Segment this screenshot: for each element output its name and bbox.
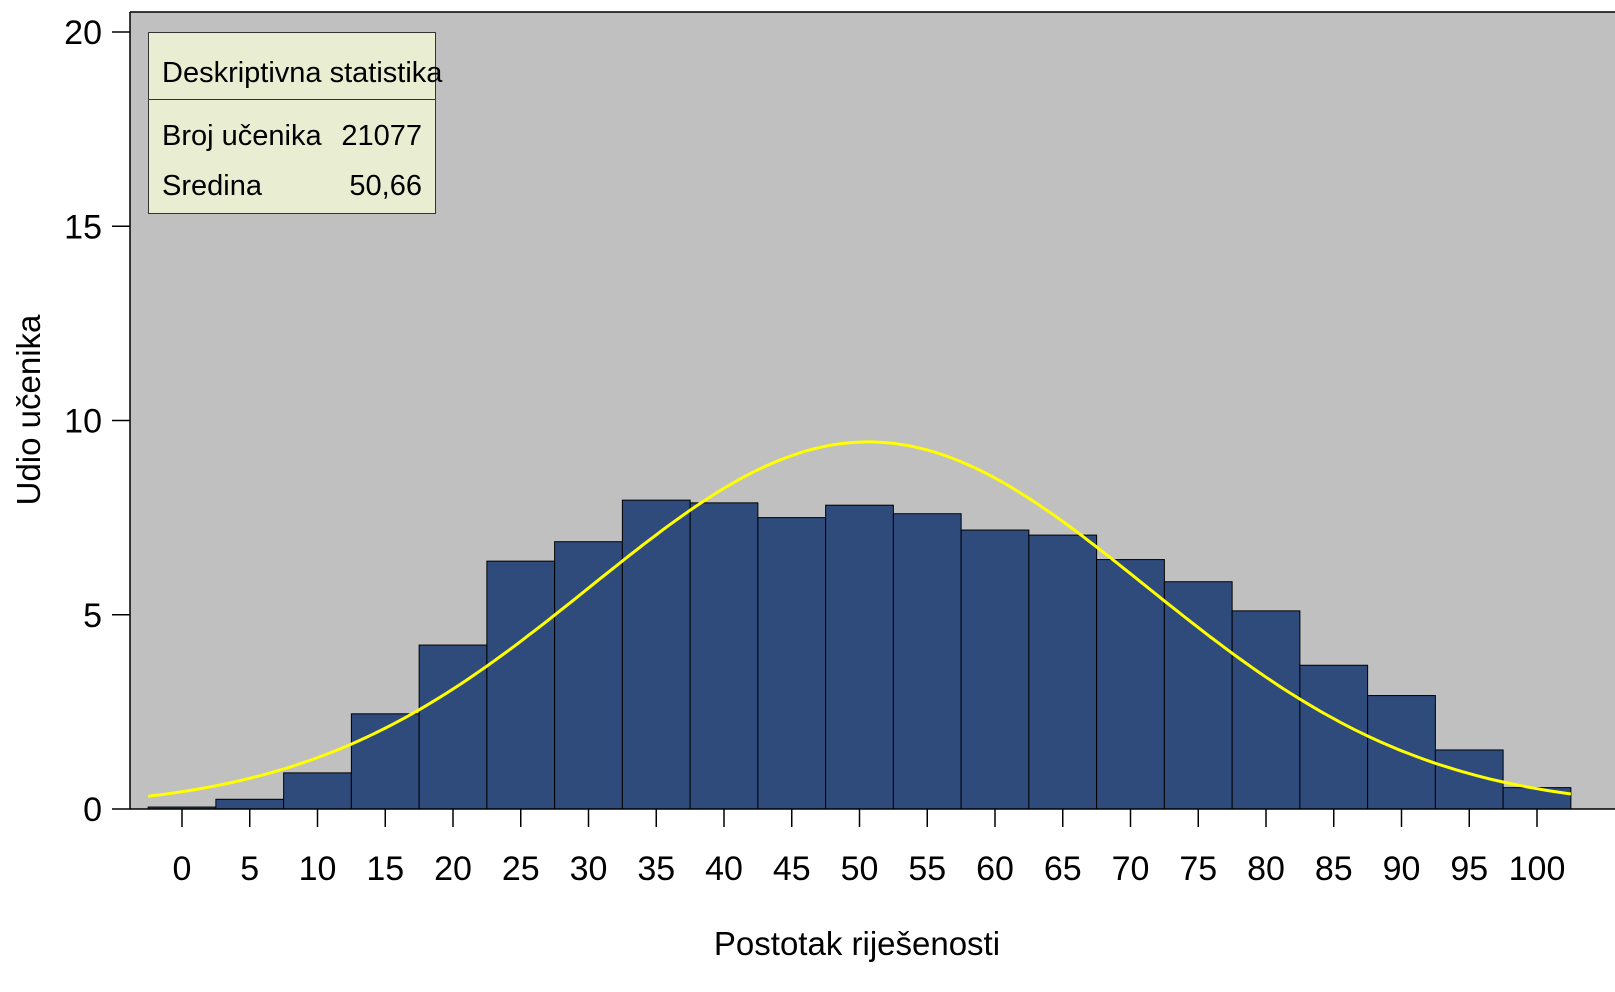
x-tick-label-75: 75 <box>1179 850 1217 888</box>
x-tick-label-90: 90 <box>1383 850 1421 888</box>
bar-25 <box>486 560 556 810</box>
x-tick-label-55: 55 <box>908 850 946 888</box>
x-tick-label-0: 0 <box>173 850 192 888</box>
x-tick-label-100: 100 <box>1509 850 1566 888</box>
bar-75 <box>1163 581 1233 810</box>
stats-label-mean: Sredina <box>162 170 262 202</box>
bar-65 <box>1028 534 1098 810</box>
bar-80 <box>1231 610 1301 810</box>
x-tick-label-50: 50 <box>841 850 879 888</box>
x-tick-label-80: 80 <box>1247 850 1285 888</box>
bar-100 <box>1502 787 1572 810</box>
x-tick-label-65: 65 <box>1044 850 1082 888</box>
bar-45 <box>757 517 827 810</box>
bar-40 <box>689 502 759 810</box>
y-axis-title: Udio učenika <box>10 314 47 505</box>
bar-85 <box>1299 664 1369 810</box>
bar-20 <box>418 644 488 810</box>
x-tick-label-5: 5 <box>240 850 259 888</box>
x-tick-label-35: 35 <box>637 850 675 888</box>
bar-60 <box>960 529 1030 810</box>
x-tick-label-60: 60 <box>976 850 1014 888</box>
bar-70 <box>1096 559 1165 810</box>
y-tick-label-15: 15 <box>64 208 102 246</box>
bar-10 <box>283 772 352 810</box>
y-tick-label-10: 10 <box>64 403 102 441</box>
stats-box: Deskriptivna statistika Broj učenika 210… <box>148 32 442 214</box>
bar-35 <box>621 499 691 810</box>
bar-30 <box>554 541 623 810</box>
x-tick-label-70: 70 <box>1112 850 1150 888</box>
x-ticks-group: 0 5 10 15 20 25 30 35 40 45 50 55 60 65 70 75 80 85 90 95 10… <box>173 809 1566 888</box>
bar-50 <box>825 504 894 810</box>
x-axis-title: Postotak riješenosti <box>714 925 1000 962</box>
y-tick-label-20: 20 <box>64 14 102 52</box>
bar-5 <box>215 798 285 810</box>
stats-row-count: Broj učenika 21077 <box>149 100 435 152</box>
x-tick-label-30: 30 <box>570 850 608 888</box>
stats-box-title: Deskriptivna statistika <box>149 33 442 100</box>
stats-value-mean: 50,66 <box>349 170 422 202</box>
normal-curve <box>147 440 1572 798</box>
y-tick-label-0: 0 <box>83 791 102 829</box>
x-tick-label-40: 40 <box>705 850 743 888</box>
x-tick-label-15: 15 <box>366 850 404 888</box>
x-tick-label-25: 25 <box>502 850 540 888</box>
x-tick-label-10: 10 <box>299 850 337 888</box>
stats-label-count: Broj učenika <box>162 120 322 152</box>
y-tick-label-5: 5 <box>83 597 102 635</box>
x-tick-label-85: 85 <box>1315 850 1353 888</box>
stats-row-mean: Sredina 50,66 <box>149 150 435 202</box>
x-tick-label-20: 20 <box>434 850 472 888</box>
x-tick-label-45: 45 <box>773 850 811 888</box>
bar-55 <box>892 513 962 810</box>
bars-group <box>147 499 1572 810</box>
x-tick-label-95: 95 <box>1450 850 1488 888</box>
stats-value-count: 21077 <box>341 120 422 152</box>
y-ticks-group: 0 5 10 15 20 <box>64 14 130 829</box>
